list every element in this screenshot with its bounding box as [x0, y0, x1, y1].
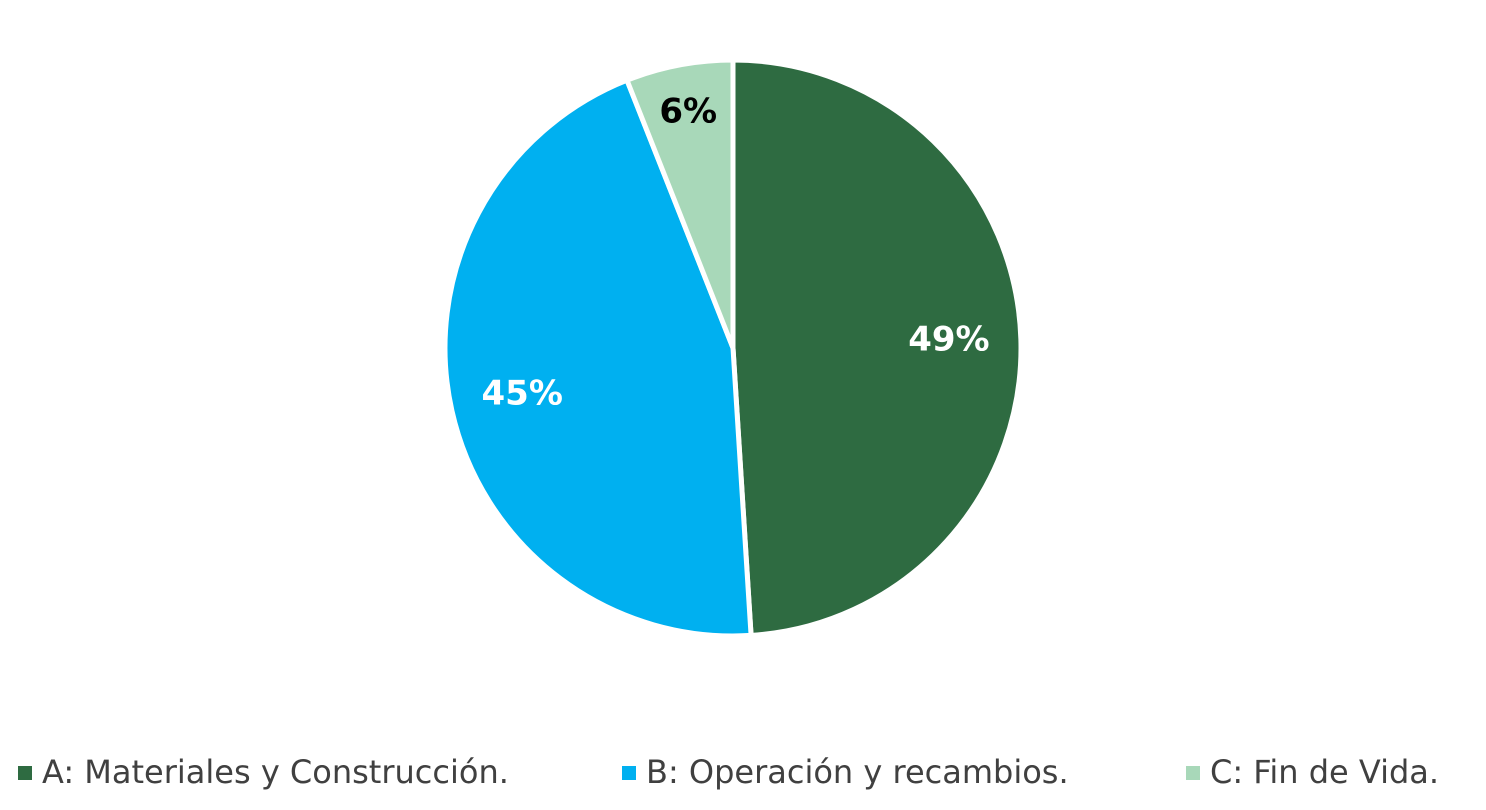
- legend-swatch: [1186, 766, 1200, 780]
- pie-slice: [442, 77, 754, 639]
- legend-label: B: Operación y recambios.: [646, 753, 1069, 791]
- data-label: 6%: [659, 92, 717, 132]
- data-label: 49%: [908, 320, 989, 360]
- legend-swatch: [18, 766, 32, 780]
- legend-label: A: Materiales y Construcción.: [42, 753, 509, 791]
- legend-swatch: [622, 766, 636, 780]
- pie-slice: [624, 57, 736, 351]
- pie-slice: [730, 57, 1024, 638]
- legend-label: C: Fin de Vida.: [1210, 753, 1439, 791]
- data-label: 45%: [482, 374, 563, 414]
